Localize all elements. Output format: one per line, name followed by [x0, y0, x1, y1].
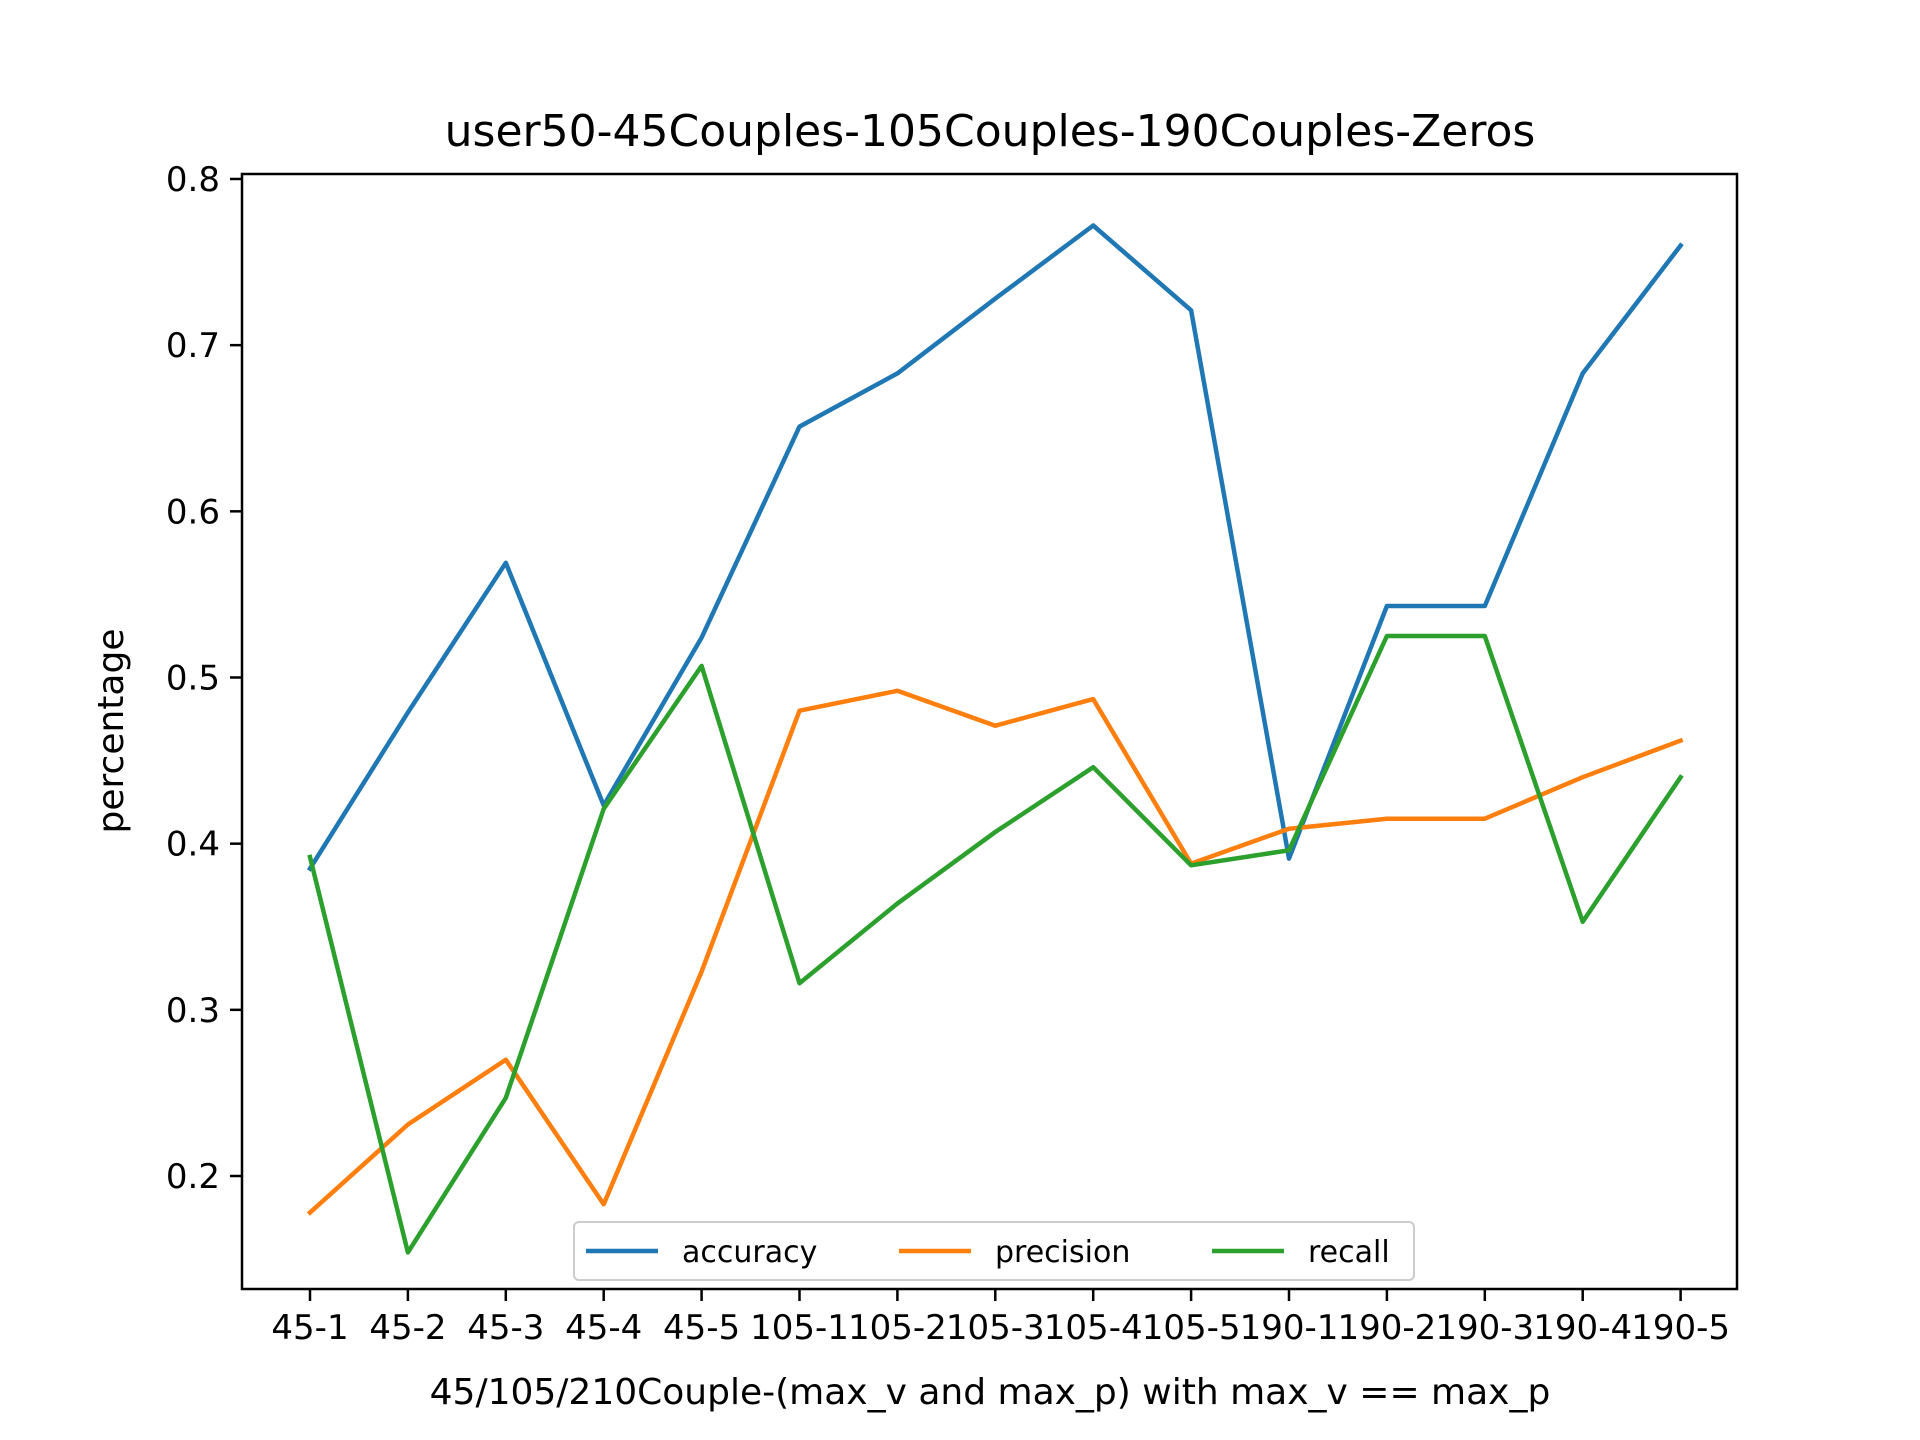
y-tick-label: 0.5 — [166, 658, 220, 698]
y-tick-label: 0.8 — [166, 160, 220, 200]
series-line-accuracy — [306, 223, 1684, 872]
y-axis-label: percentage — [91, 629, 132, 834]
y-tick-label: 0.6 — [166, 492, 220, 532]
x-tick-label: 105-3 — [946, 1308, 1045, 1348]
x-tick-label: 190-2 — [1338, 1308, 1437, 1348]
x-tick-label: 105-4 — [1044, 1308, 1143, 1348]
legend-box — [573, 1221, 1415, 1281]
x-tick-label: 190-3 — [1435, 1308, 1534, 1348]
x-tick-label: 45-3 — [467, 1308, 544, 1348]
axes-frame — [240, 172, 1739, 1291]
plot-area — [306, 223, 1684, 1255]
x-tick-label: 190-4 — [1533, 1308, 1632, 1348]
y-tick-label: 0.7 — [166, 326, 220, 366]
x-tick-label: 105-2 — [848, 1308, 947, 1348]
legend-label-recall: recall — [1308, 1235, 1390, 1270]
x-tick-label: 45-5 — [663, 1308, 740, 1348]
y-tick-label: 0.4 — [166, 825, 220, 865]
x-axis-label: 45/105/210Couple-(max_v and max_p) with … — [430, 1372, 1551, 1413]
series-line-precision — [306, 688, 1684, 1216]
series-line-recall — [307, 633, 1684, 1255]
x-tick-label: 190-1 — [1240, 1308, 1339, 1348]
x-tick-label: 190-5 — [1631, 1308, 1730, 1348]
chart-title: user50-45Couples-105Couples-190Couples-Z… — [445, 106, 1536, 157]
x-tick-label: 105-5 — [1142, 1308, 1241, 1348]
x-tick-label: 45-1 — [271, 1308, 348, 1348]
x-tick-label: 45-2 — [369, 1308, 446, 1348]
legend: accuracy precision recall — [573, 1221, 1415, 1281]
y-axis: 0.2 0.3 0.4 0.5 0.6 0.7 0.8 — [166, 160, 242, 1197]
x-axis: 45-1 45-2 45-3 45-4 45-5 105-1 105-2 105-3 105-4… — [271, 1289, 1730, 1348]
legend-label-precision: precision — [995, 1235, 1130, 1270]
y-tick-label: 0.2 — [166, 1157, 220, 1197]
x-tick-label: 105-1 — [750, 1308, 849, 1348]
y-tick-label: 0.3 — [166, 991, 220, 1031]
x-tick-label: 45-4 — [565, 1308, 642, 1348]
legend-label-accuracy: accuracy — [682, 1235, 817, 1270]
